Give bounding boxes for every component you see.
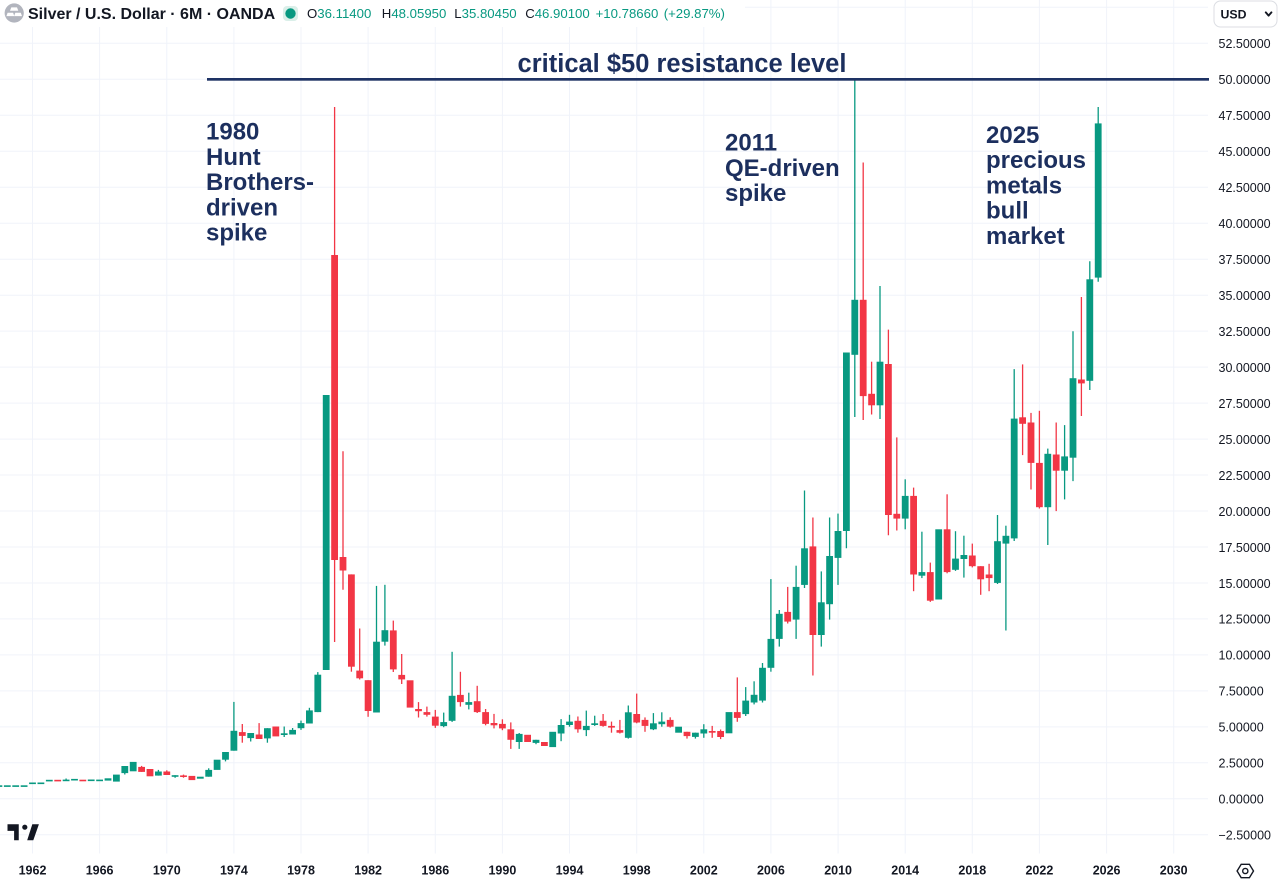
svg-text:10.00000: 10.00000 <box>1219 649 1271 663</box>
svg-text:Silver / U.S. Dollar · 6M · OA: Silver / U.S. Dollar · 6M · OANDA <box>28 6 276 23</box>
svg-text:27.50000: 27.50000 <box>1219 397 1271 411</box>
svg-text:22.50000: 22.50000 <box>1219 469 1271 483</box>
svg-text:17.50000: 17.50000 <box>1219 541 1271 555</box>
svg-text:1982: 1982 <box>354 864 382 878</box>
svg-text:metals: metals <box>986 172 1062 199</box>
svg-text:1978: 1978 <box>287 864 315 878</box>
svg-text:Brothers-: Brothers- <box>206 169 314 196</box>
svg-text:−2.50000: −2.50000 <box>1219 829 1272 843</box>
svg-text:1980: 1980 <box>206 119 259 146</box>
svg-text:1998: 1998 <box>623 864 651 878</box>
svg-text:32.50000: 32.50000 <box>1219 325 1271 339</box>
svg-text:2010: 2010 <box>824 864 852 878</box>
svg-text:driven: driven <box>206 194 278 221</box>
svg-text:35.00000: 35.00000 <box>1219 289 1271 303</box>
svg-text:12.50000: 12.50000 <box>1219 613 1271 627</box>
svg-text:5.00000: 5.00000 <box>1219 721 1264 735</box>
svg-text:2025: 2025 <box>986 122 1039 149</box>
svg-text:30.00000: 30.00000 <box>1219 361 1271 375</box>
svg-text:1962: 1962 <box>19 864 47 878</box>
svg-text:spike: spike <box>725 180 786 207</box>
svg-text:precious: precious <box>986 147 1086 174</box>
svg-text:47.50000: 47.50000 <box>1219 109 1271 123</box>
svg-text:50.00000: 50.00000 <box>1219 73 1271 87</box>
svg-text:2.50000: 2.50000 <box>1219 757 1264 771</box>
svg-text:37.50000: 37.50000 <box>1219 253 1271 267</box>
svg-text:2022: 2022 <box>1025 864 1053 878</box>
svg-text:2030: 2030 <box>1160 864 1188 878</box>
svg-text:1970: 1970 <box>153 864 181 878</box>
svg-text:7.50000: 7.50000 <box>1219 685 1264 699</box>
svg-text:1974: 1974 <box>220 864 248 878</box>
svg-text:0.00000: 0.00000 <box>1219 793 1264 807</box>
svg-text:2006: 2006 <box>757 864 785 878</box>
svg-text:1990: 1990 <box>488 864 516 878</box>
svg-text:40.00000: 40.00000 <box>1219 217 1271 231</box>
svg-text:2018: 2018 <box>958 864 986 878</box>
svg-text:45.00000: 45.00000 <box>1219 145 1271 159</box>
svg-text:2002: 2002 <box>690 864 718 878</box>
svg-text:critical $50 resistance level: critical $50 resistance level <box>518 50 847 78</box>
svg-text:2026: 2026 <box>1093 864 1121 878</box>
svg-text:15.00000: 15.00000 <box>1219 577 1271 591</box>
svg-text:20.00000: 20.00000 <box>1219 505 1271 519</box>
svg-text:bull: bull <box>986 198 1029 225</box>
svg-text:52.50000: 52.50000 <box>1219 37 1271 51</box>
svg-text:Hunt: Hunt <box>206 144 261 171</box>
svg-text:spike: spike <box>206 220 267 247</box>
svg-text:2014: 2014 <box>891 864 919 878</box>
svg-text:42.50000: 42.50000 <box>1219 181 1271 195</box>
svg-text:QE-driven: QE-driven <box>725 155 840 182</box>
svg-text:1966: 1966 <box>86 864 114 878</box>
svg-text:25.00000: 25.00000 <box>1219 433 1271 447</box>
svg-text:1994: 1994 <box>556 864 584 878</box>
svg-text:2011: 2011 <box>725 130 777 157</box>
svg-text:USD: USD <box>1221 7 1247 21</box>
svg-text:1986: 1986 <box>421 864 449 878</box>
svg-text:market: market <box>986 223 1065 250</box>
